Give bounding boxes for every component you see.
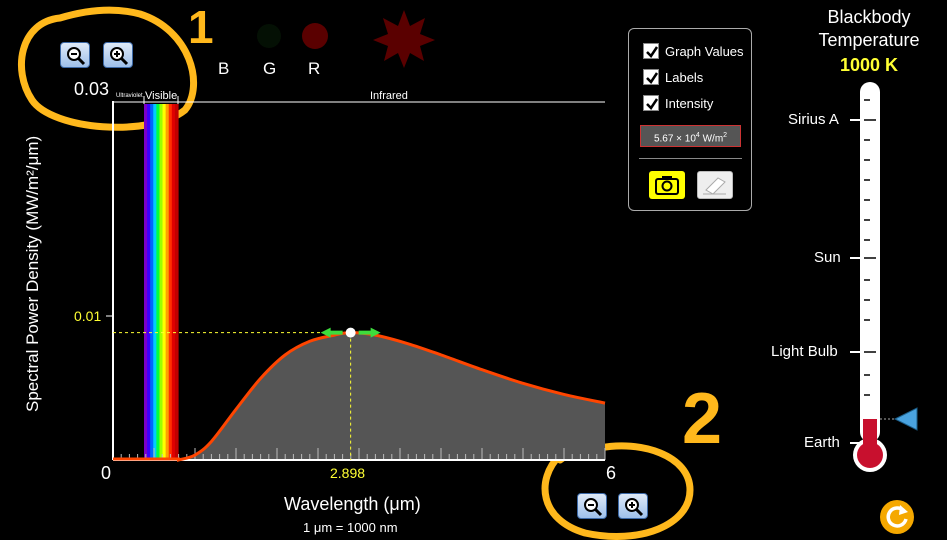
x-min-label: 0	[101, 463, 112, 483]
reset-button[interactable]	[880, 500, 914, 534]
thermometer-bulb	[857, 442, 883, 468]
spectrum-stripe	[144, 104, 148, 460]
zoom-out-vertical-button[interactable]	[60, 42, 90, 68]
panel-divider	[639, 158, 742, 159]
g-label: G	[263, 59, 277, 78]
spectrum-stripe	[147, 104, 151, 460]
g-indicator	[257, 24, 281, 48]
b-label: B	[218, 59, 230, 78]
peak-marker	[320, 327, 381, 338]
peak-arrow-right-icon	[358, 327, 381, 338]
temperature-value: 1000 K	[839, 55, 899, 75]
erase-button[interactable]	[697, 171, 733, 199]
annotation-number-2: 2	[682, 379, 723, 459]
snapshot-button[interactable]	[649, 171, 685, 199]
spectrum-stripe	[156, 104, 161, 460]
band-infrared-label: Infrared	[370, 90, 408, 102]
intensity-readout: 5.67 × 104 W/m2	[640, 125, 741, 147]
intensity-unit-exponent: 2	[723, 132, 728, 139]
labels-label: Labels	[665, 70, 704, 85]
zoom-in-icon	[625, 498, 644, 517]
x-max-label: 6	[606, 463, 617, 483]
mark-earth: Earth	[804, 434, 840, 451]
intensity-value: 5.67 × 10	[653, 133, 696, 145]
zoom-in-vertical-button[interactable]	[103, 42, 133, 68]
thermometer-tube	[860, 82, 880, 442]
r-indicator	[302, 23, 328, 49]
spectrum-stripe	[153, 104, 157, 460]
graph-values-label: Graph Values	[665, 44, 744, 59]
x-peak-label: 2.898	[330, 465, 366, 481]
r-label: R	[308, 59, 321, 78]
spectrum-stripe	[159, 104, 164, 460]
y-max-label: 0.03	[74, 79, 110, 99]
thermometer-fill	[863, 419, 877, 450]
intensity-label: Intensity	[665, 96, 714, 111]
temperature-title-line1: Blackbody	[827, 7, 911, 27]
x-axis-title: Wavelength (μm)	[284, 494, 421, 514]
camera-icon	[655, 176, 679, 195]
check-icon	[646, 72, 659, 84]
intensity-exponent: 4	[695, 132, 700, 139]
band-visible-label: Visible	[145, 90, 178, 102]
zoom-in-icon	[110, 47, 129, 66]
peak-handle[interactable]	[345, 327, 356, 338]
spectrum-stripe	[162, 104, 167, 460]
spectrum-stripe	[171, 104, 176, 460]
zoom-in-horizontal-button[interactable]	[618, 493, 648, 519]
eraser-icon	[703, 177, 726, 195]
zoom-out-horizontal-button[interactable]	[577, 493, 607, 519]
peak-arrow-left-icon	[320, 327, 343, 338]
temperature-slider-handle[interactable]	[893, 407, 918, 431]
mark-sirius-a: Sirius A	[788, 111, 839, 128]
mark-light-bulb: Light Bulb	[771, 343, 838, 360]
check-icon	[646, 46, 659, 58]
unit-note: 1 μm = 1000 nm	[303, 520, 398, 535]
spectrum-stripe	[165, 104, 170, 460]
annotation-number-1: 1	[188, 1, 214, 53]
temperature-title-line2: Temperature	[818, 30, 920, 50]
options-panel: Graph Values Labels Intensity 5.67 × 104…	[628, 28, 752, 211]
curve-area	[178, 332, 605, 460]
color-indicators	[257, 10, 435, 68]
visible-spectrum-band	[144, 104, 179, 460]
y-mid-label: 0.01	[74, 308, 102, 324]
reset-icon	[886, 505, 908, 528]
zoom-out-icon	[67, 47, 86, 66]
intensity-checkbox[interactable]	[643, 95, 659, 111]
intensity-unit: W/m	[699, 133, 724, 145]
check-icon	[646, 98, 659, 110]
spectrum-stripe	[174, 104, 179, 460]
thermometer-mark-lines	[850, 119, 860, 444]
labels-checkbox[interactable]	[643, 69, 659, 85]
star-indicator	[373, 10, 435, 68]
graph-values-checkbox[interactable]	[643, 43, 659, 59]
spectrum-stripe	[150, 104, 154, 460]
spectrum-stripe	[168, 104, 173, 460]
mark-sun: Sun	[814, 249, 841, 266]
thermometer-ticks	[864, 99, 876, 396]
zoom-out-icon	[584, 498, 603, 517]
band-ultraviolet-label: Ultraviolet	[116, 93, 143, 99]
